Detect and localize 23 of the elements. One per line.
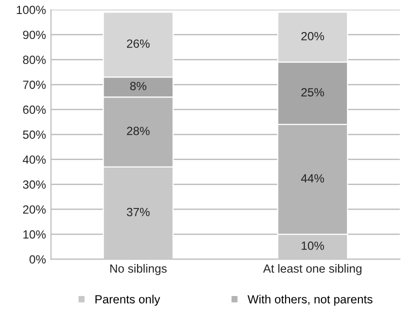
data-label: 25% (301, 88, 324, 96)
legend-label: Parents only (96, 294, 160, 306)
y-tick-label: 100% (16, 6, 46, 14)
x-tick-label: At least one sibling (263, 264, 362, 276)
data-label: 8% (130, 82, 146, 90)
y-tick-label: 10% (23, 230, 46, 239)
y-tick-label: 50% (22, 130, 46, 139)
data-label: 37% (126, 208, 150, 216)
y-tick-label: 90% (23, 30, 46, 40)
data-label: 26% (126, 39, 150, 48)
data-label: 28% (126, 126, 150, 136)
y-tick-label: 30% (22, 180, 46, 189)
y-tick-label: 70% (23, 80, 46, 89)
x-tick-label: No siblings (110, 264, 167, 276)
data-label: 20% (301, 32, 324, 40)
data-label: 10% (302, 242, 324, 250)
y-tick-label: 0% (30, 255, 46, 264)
y-tick-label: 40% (22, 155, 46, 164)
data-label: 44% (301, 174, 324, 182)
y-tick-label: 60% (23, 106, 46, 114)
y-tick-label: 80% (23, 56, 46, 64)
y-tick-label: 20% (23, 205, 46, 214)
legend-label: With others, not parents (248, 294, 372, 306)
